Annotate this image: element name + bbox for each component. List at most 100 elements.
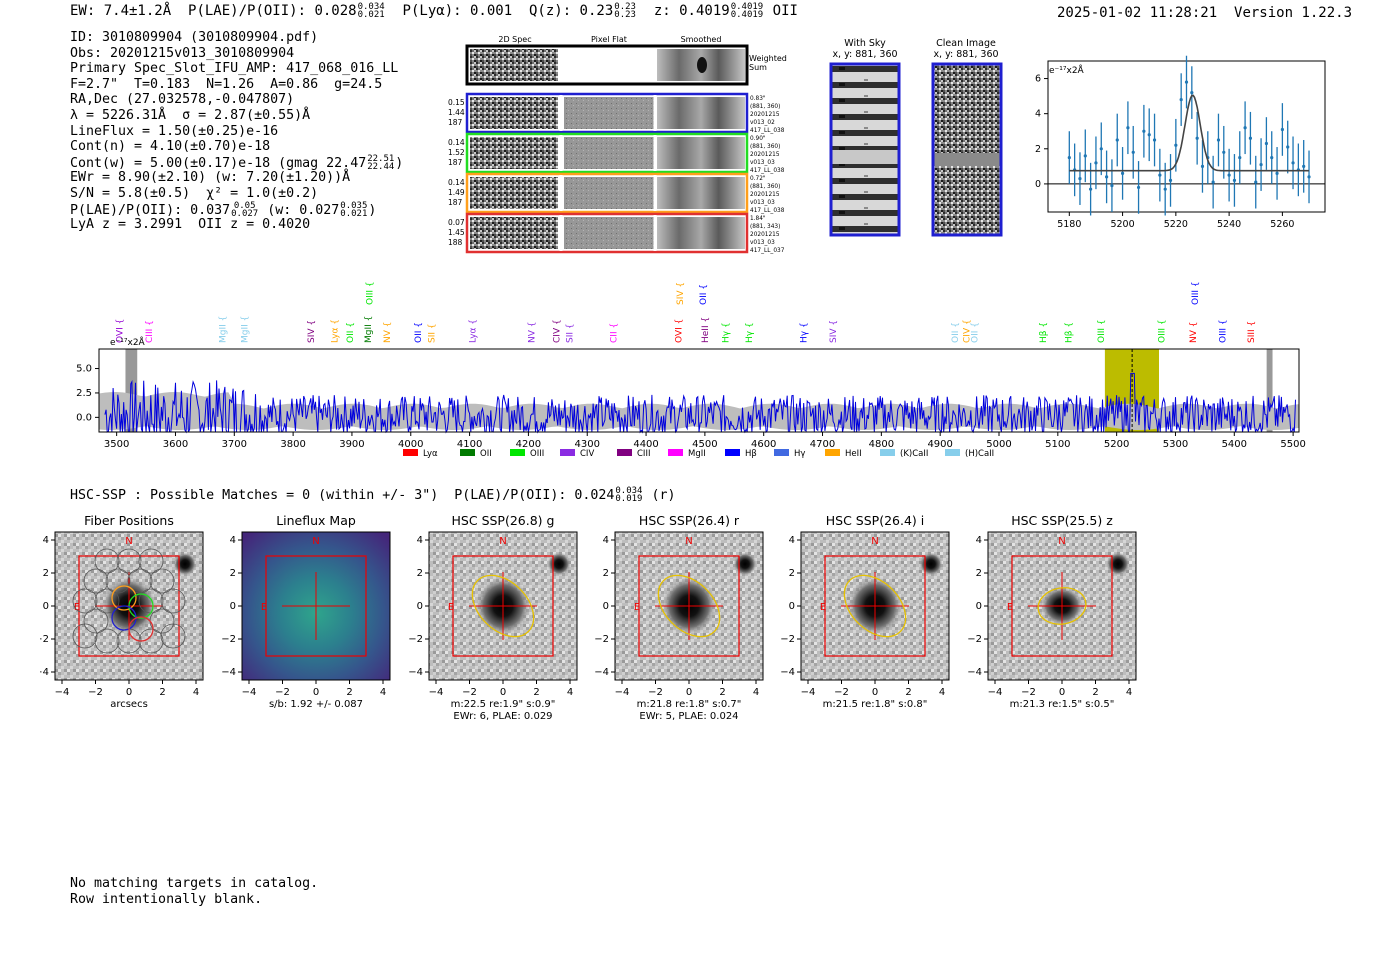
hsc-xtick-label: −2 [275,687,290,698]
cutout-left-stat: 1.45 [448,228,465,237]
hsc-panel-title: HSC SSP(26.4) i [826,513,924,528]
spectrum-masked-region [1266,349,1273,432]
zoom-point [1184,80,1189,84]
info-primary: Primary Spec_Slot_IFU_AMP: 417_068_016_L… [70,61,399,77]
cutout-right-info: 0.83" [750,96,766,102]
zoom-point [1142,129,1146,133]
spectrum-xtick-label: 5100 [1045,439,1070,450]
spectrum-xtick-label: 5500 [1280,439,1305,450]
east-label: E [1007,602,1013,613]
legend-label: OIII [530,449,544,459]
hsc-xtick-label: 4 [193,687,199,698]
zoom-point [1163,187,1167,191]
hsc-panel: HSC SSP(26.4) i N E −4 −2 0 2 4 4 2 0 −2 −4 m:21.5 re… [780,513,950,710]
hsc-xtick-label: 0 [126,687,132,698]
spectral-line-label: CIV { [963,319,973,343]
cutout-left-stat: 187 [448,118,463,127]
with-sky-coords: x, y: 881, 360 [832,49,898,60]
hsc-ytick-label: −4 [780,667,795,678]
spectrum-line-labels: OVI {CIII {MgII {MgII {SIV {Lyα {OII {Mg… [116,281,1257,343]
zoom-point [1243,126,1247,130]
cutout-smoothed [657,177,745,209]
spectrum-xtick-label: 4000 [398,439,423,450]
hsc-xtick-label: −2 [648,687,663,698]
hsc-xtick-label: 0 [872,687,878,698]
hsc-caption: m:21.3 re:1.5" s:0.5" [1010,699,1115,710]
east-label: E [820,602,826,613]
legend-swatch [403,449,418,456]
header-z-line: OII [772,3,798,19]
zoom-point [1099,147,1103,151]
spectral-line-label: Hγ { [721,322,731,343]
info-contw-row: Cont(w) = 5.00(±0.17)e-18 (gmag 22.47 22.… [70,153,404,172]
north-label: N [871,536,878,547]
fiber-circle [160,588,186,614]
highlight-fiber [128,593,154,619]
zoom-point [1291,161,1295,165]
hsc-ytick-label: 4 [789,535,795,546]
spectrum-xtick-label: 4600 [751,439,776,450]
fiber-circle [94,588,120,614]
info-plae-hi: 0.05 [233,200,256,211]
hsc-xtick-label: −4 [242,687,257,698]
hsc-xtick-label: 4 [939,687,945,698]
cutout-pixelflat [564,217,654,249]
cutout-right-info: (881, 360) [750,144,780,150]
cutout-right-info: 0.90" [750,136,766,142]
zoom-point [1115,138,1119,142]
hsc-ytick-label: −4 [221,667,236,678]
spectral-line-label: Hβ { [1039,322,1049,343]
hsc-panel: HSC SSP(26.8) g N E −4 −2 0 2 4 4 2 0 −2 −4 m:22.5 re… [408,513,578,722]
spectral-line-label: SIV { [829,320,839,343]
legend-swatch [510,449,525,456]
clean-image-title-block: Clean Image x, y: 881, 360 [921,38,1011,60]
aperture-box [824,555,926,657]
legend-swatch [725,449,740,456]
spectral-line-label: Hγ { [800,322,810,343]
hsc-caption: arcsecs [110,699,148,710]
hsc-title-lo: 0.019 [615,494,643,504]
info-plae-lo: 0.027 [231,208,259,219]
zoom-fit-curve [1069,94,1309,172]
spectral-line-label: CIII { [145,320,155,343]
legend-label: HeII [845,449,862,459]
zoom-unit-label: e⁻¹⁷x2Å [1049,64,1085,76]
spectral-line-label: MgII { [240,316,250,343]
header-q-hi: 0.23 [614,2,636,12]
header-ew: EW: 7.4±1.2Å [70,3,172,19]
hsc-panel-title: HSC SSP(25.5) z [1011,513,1113,528]
info-sn: S/N = 5.8(±0.5) χ² = 1.0(±0.2) [70,185,319,201]
info-contw: Cont(w) = 5.00(±0.17)e-18 (gmag 22.47 [70,155,367,171]
zoom-point [1286,145,1290,149]
north-label: N [312,536,319,547]
spectral-line-label: SIII { [1247,321,1257,343]
cutout-header-2dspec: 2D Spec [498,35,531,44]
with-sky-image [829,62,901,237]
hsc-xtick-label: −2 [462,687,477,698]
aperture-box [1011,555,1113,657]
spectral-line-label: MgII { [364,316,374,343]
fiber-circle [72,588,98,614]
cutout-left-stat: 187 [448,158,463,167]
header-plae-lo: 0.021 [357,10,385,20]
spectrum-xtick-label: 3600 [163,439,188,450]
legend-label: CIII [637,449,650,459]
hsc-ytick-label: 2 [417,568,423,579]
header-summary: EW: 7.4±1.2Å P(LAE)/P(OII): 0.028 0.034 0.… [70,2,798,20]
spectrum-xtick-label: 5400 [1222,439,1247,450]
cutout-left-stat: 0.14 [448,138,465,147]
spectral-line-label: OIII { [1097,319,1107,343]
hsc-xtick-label: −2 [1021,687,1036,698]
cutout-smoothed [657,97,745,129]
cutout-right-info: 20201215 [750,232,780,238]
hsc-ytick-label: 4 [417,535,423,546]
zoom-point [1158,173,1162,177]
zoom-point [1302,164,1306,168]
spectrum-ticks: 3500 3600 3700 3800 3900 4000 4100 4200 4300 4400… [76,364,1306,450]
info-fwhm: F=2.7" T=0.183 N=1.26 A=0.86 g=24.5 [70,76,383,92]
legend-label: Lyα [423,449,438,459]
clean-image-title: Clean Image [936,38,996,49]
cutout-left-stat: 187 [448,198,463,207]
spectral-line-label: Lyα { [469,319,479,343]
spectrum-xtick-label: 4400 [633,439,658,450]
